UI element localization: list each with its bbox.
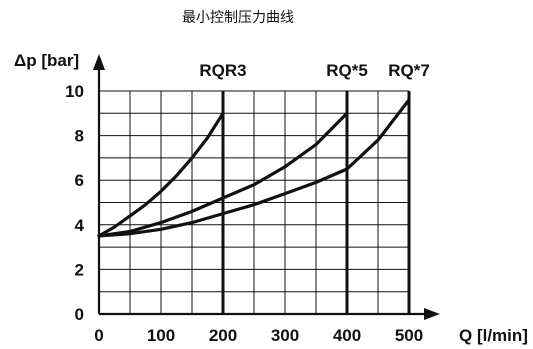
tick-labels: 0 100 200 300 400 500 0 2 4 6 8 10 bbox=[65, 82, 423, 345]
series-label: RQR3 bbox=[199, 61, 246, 80]
x-tick-label: 0 bbox=[94, 326, 103, 345]
grid bbox=[99, 90, 410, 314]
x-tick-label: 200 bbox=[209, 326, 237, 345]
x-axis-arrow-icon bbox=[424, 308, 440, 320]
series-labels: RQR3 RQ*5 RQ*7 bbox=[199, 61, 429, 80]
limit-lines bbox=[221, 91, 411, 314]
series-line bbox=[97, 111, 349, 238]
x-tick-label: 300 bbox=[271, 326, 299, 345]
y-tick-label: 2 bbox=[75, 260, 84, 279]
series-label: RQ*5 bbox=[326, 61, 368, 80]
series-line bbox=[97, 98, 411, 238]
x-axis-label: Q [l/min] bbox=[459, 326, 528, 345]
x-tick-label: 500 bbox=[395, 326, 423, 345]
y-tick-label: 8 bbox=[75, 127, 84, 146]
y-tick-label: 0 bbox=[75, 305, 84, 324]
x-tick-label: 100 bbox=[147, 326, 175, 345]
chart-title: 最小控制压力曲线 bbox=[182, 10, 294, 26]
y-tick-label: 6 bbox=[75, 171, 84, 190]
y-axis-arrow-icon bbox=[93, 54, 105, 70]
series-label: RQ*7 bbox=[388, 61, 430, 80]
curves bbox=[97, 98, 411, 238]
y-axis-label: Δp [bar] bbox=[14, 51, 79, 70]
axes bbox=[93, 54, 440, 320]
y-tick-label: 10 bbox=[65, 82, 84, 101]
x-tick-label: 400 bbox=[333, 326, 361, 345]
series-line bbox=[97, 111, 225, 238]
y-tick-label: 4 bbox=[75, 216, 85, 235]
